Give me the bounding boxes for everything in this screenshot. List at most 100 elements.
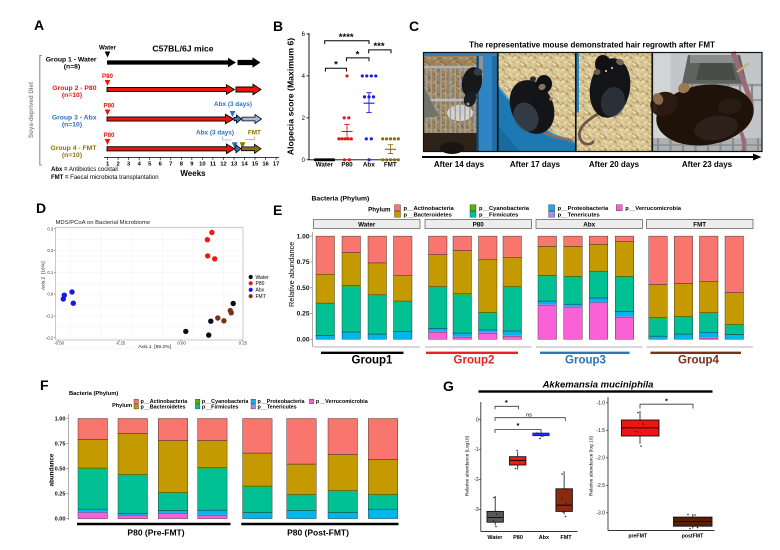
svg-text:-0.25: -0.25	[115, 340, 125, 345]
svg-text:abundance: abundance	[49, 453, 56, 486]
svg-text:0: 0	[302, 158, 306, 164]
svg-text:(n=10): (n=10)	[62, 122, 82, 129]
svg-text:FMT: FMT	[693, 221, 706, 228]
svg-text:After 17 days: After 17 days	[510, 160, 561, 169]
svg-text:0.25: 0.25	[297, 311, 310, 318]
svg-text:*: *	[665, 399, 668, 406]
svg-text:5: 5	[148, 162, 152, 168]
svg-text:-0.2: -0.2	[46, 335, 54, 340]
svg-text:p__Proteobacteria: p__Proteobacteria	[258, 399, 306, 405]
svg-text:Relative abundance (Log10): Relative abundance (Log10)	[465, 435, 471, 496]
svg-text:A: A	[34, 17, 44, 33]
svg-text:-1: -1	[474, 447, 479, 453]
svg-text:p__Firmicutes: p__Firmicutes	[202, 404, 239, 410]
svg-text:-3: -3	[474, 507, 479, 513]
svg-text:-2.0: -2.0	[596, 456, 605, 462]
svg-text:4: 4	[138, 162, 142, 168]
svg-text:0.75: 0.75	[55, 442, 66, 448]
svg-text:Group2: Group2	[454, 355, 495, 367]
svg-text:Alopecia score (Maximum 6): Alopecia score (Maximum 6)	[286, 38, 296, 155]
svg-text:P80: P80	[473, 221, 485, 228]
svg-text:0.75: 0.75	[297, 259, 310, 266]
svg-text:postFMT: postFMT	[682, 534, 704, 540]
svg-text:FMT: FMT	[248, 130, 261, 137]
svg-text:C: C	[409, 18, 419, 34]
svg-text:7: 7	[169, 162, 172, 168]
svg-text:*: *	[517, 421, 520, 430]
svg-text:After 14 days: After 14 days	[434, 160, 485, 169]
svg-text:D: D	[36, 200, 46, 216]
svg-text:preFMT: preFMT	[628, 534, 648, 540]
svg-text:Water: Water	[358, 221, 376, 228]
svg-text:Bacteria (Phylum): Bacteria (Phylum)	[312, 196, 370, 203]
svg-text:p__Bacteroidetes: p__Bacteroidetes	[141, 404, 186, 410]
svg-text:Group3: Group3	[565, 355, 606, 367]
svg-text:Abx: Abx	[256, 288, 265, 294]
svg-text:p__Cyanobacteria: p__Cyanobacteria	[479, 206, 530, 212]
svg-text:p__Bacteroidetes: p__Bacteroidetes	[404, 212, 452, 218]
svg-text:P80 (Post-FMT): P80 (Post-FMT)	[287, 528, 349, 538]
svg-text:MDS/PCoA on Bacterial Microbio: MDS/PCoA on Bacterial Microbiome	[56, 220, 151, 226]
svg-text:P80 (Pre-FMT): P80 (Pre-FMT)	[127, 528, 184, 538]
svg-text:P80: P80	[103, 132, 115, 139]
svg-text:P80: P80	[103, 103, 115, 110]
svg-text:FMT: FMT	[256, 294, 266, 300]
svg-text:Abx: Abx	[583, 221, 595, 228]
svg-text:17: 17	[273, 162, 279, 168]
svg-text:-3.0: -3.0	[596, 511, 605, 517]
svg-text:Relative abundance (log 10): Relative abundance (log 10)	[589, 436, 595, 496]
svg-text:0: 0	[476, 417, 479, 423]
svg-text:FMT: FMT	[560, 535, 572, 541]
svg-text:Relative abundance: Relative abundance	[287, 242, 296, 307]
svg-text:Water: Water	[316, 162, 334, 169]
svg-text:Abx = Antibiotics cocktail: Abx = Antibiotics cocktail	[51, 167, 118, 173]
svg-text:-0.50: -0.50	[54, 340, 64, 345]
svg-text:ns: ns	[526, 412, 532, 418]
svg-text:15: 15	[252, 162, 259, 168]
svg-text:Axis.1 [59.2%]: Axis.1 [59.2%]	[138, 344, 171, 350]
svg-text:0.00: 0.00	[55, 517, 66, 523]
svg-text:(n=10): (n=10)	[62, 92, 82, 99]
svg-text:*: *	[505, 398, 508, 407]
svg-text:p__Verrucomicrobia: p__Verrucomicrobia	[625, 206, 682, 212]
svg-text:*: *	[356, 49, 360, 60]
svg-text:FMT = Faecal microbiota transp: FMT = Faecal microbiota transplantation	[51, 175, 159, 181]
svg-text:p__Actinobacteria: p__Actinobacteria	[404, 206, 455, 212]
svg-text:After 23 days: After 23 days	[682, 160, 733, 169]
svg-text:2: 2	[117, 162, 120, 168]
svg-text:***: ***	[373, 41, 384, 52]
svg-text:Phylum: Phylum	[368, 207, 391, 214]
svg-text:****: ****	[339, 32, 354, 43]
svg-text:6: 6	[302, 32, 306, 38]
svg-text:(n=10): (n=10)	[62, 152, 82, 159]
svg-text:p__Firmicutes: p__Firmicutes	[479, 212, 518, 218]
svg-text:4: 4	[302, 74, 306, 80]
svg-text:The representative mouse demon: The representative mouse demonstrated ha…	[469, 41, 715, 50]
svg-text:10: 10	[199, 162, 205, 168]
svg-text:Water: Water	[256, 275, 269, 281]
svg-text:8: 8	[180, 162, 184, 168]
svg-text:Water: Water	[99, 45, 117, 52]
svg-text:F: F	[40, 377, 49, 393]
svg-text:P80: P80	[102, 73, 114, 80]
svg-text:P80: P80	[513, 535, 523, 541]
svg-text:6: 6	[159, 162, 163, 168]
svg-text:9: 9	[190, 162, 194, 168]
svg-text:0.2: 0.2	[47, 248, 54, 253]
svg-text:0.00: 0.00	[177, 340, 186, 345]
svg-text:C57BL/6J mice: C57BL/6J mice	[152, 44, 213, 54]
svg-text:-2: -2	[474, 477, 479, 483]
svg-text:14: 14	[241, 162, 248, 168]
svg-text:0.50: 0.50	[55, 467, 66, 473]
svg-text:*: *	[334, 60, 338, 71]
svg-text:Abx (3 days): Abx (3 days)	[196, 130, 234, 137]
svg-text:Weeks: Weeks	[180, 169, 206, 178]
svg-text:2: 2	[302, 116, 306, 122]
svg-text:p__Verrucomicrobia: p__Verrucomicrobia	[316, 399, 369, 405]
svg-text:13: 13	[231, 162, 238, 168]
svg-text:0.25: 0.25	[239, 340, 248, 345]
svg-text:Abx: Abx	[539, 535, 550, 541]
svg-text:-1.0: -1.0	[596, 401, 605, 407]
svg-text:-1.5: -1.5	[596, 428, 605, 434]
svg-text:0.25: 0.25	[55, 492, 66, 498]
